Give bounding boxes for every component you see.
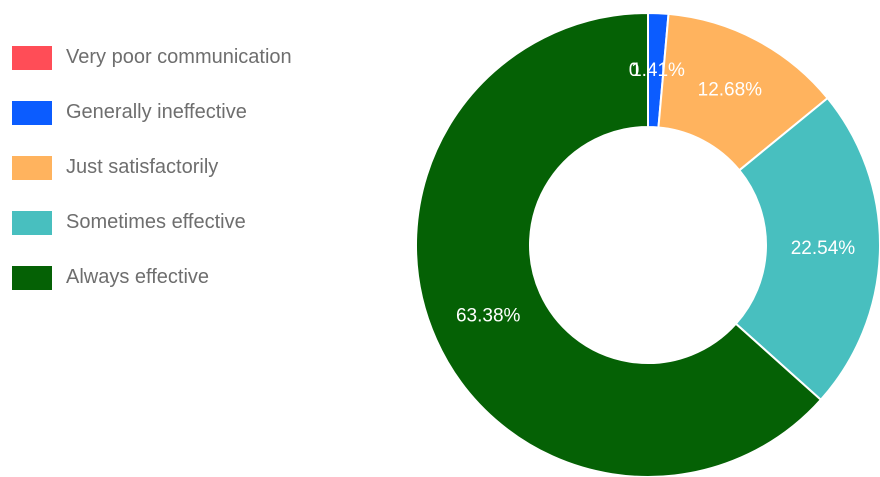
legend-label: Always effective bbox=[66, 266, 210, 288]
legend-item[interactable]: Sometimes effective bbox=[12, 195, 292, 250]
legend-swatch bbox=[12, 155, 52, 180]
legend-item[interactable]: Always effective bbox=[12, 250, 292, 305]
legend-item[interactable]: Generally ineffective bbox=[12, 85, 292, 140]
legend-label: Generally ineffective bbox=[66, 101, 247, 123]
slice-value-label: 12.68% bbox=[698, 79, 763, 100]
legend-label: Very poor communication bbox=[66, 46, 292, 68]
legend-label: Sometimes effective bbox=[66, 211, 246, 233]
pie-slice[interactable] bbox=[415, 11, 823, 477]
pie-slice[interactable] bbox=[734, 96, 880, 402]
legend-label: Just satisfactorily bbox=[66, 156, 219, 178]
chart-legend: Very poor communication Generally ineffec… bbox=[12, 30, 292, 305]
legend-item[interactable]: Just satisfactorily bbox=[12, 140, 292, 195]
legend-swatch bbox=[12, 210, 52, 235]
legend-swatch bbox=[12, 45, 52, 70]
slice-value-label: 22.54% bbox=[791, 238, 856, 259]
slice-value-label: 1.41% bbox=[631, 60, 685, 81]
legend-item[interactable]: Very poor communication bbox=[12, 30, 292, 85]
legend-swatch bbox=[12, 100, 52, 125]
slice-value-label: 0 bbox=[629, 60, 640, 81]
slice-value-label: 63.38% bbox=[456, 305, 521, 326]
legend-swatch bbox=[12, 265, 52, 290]
